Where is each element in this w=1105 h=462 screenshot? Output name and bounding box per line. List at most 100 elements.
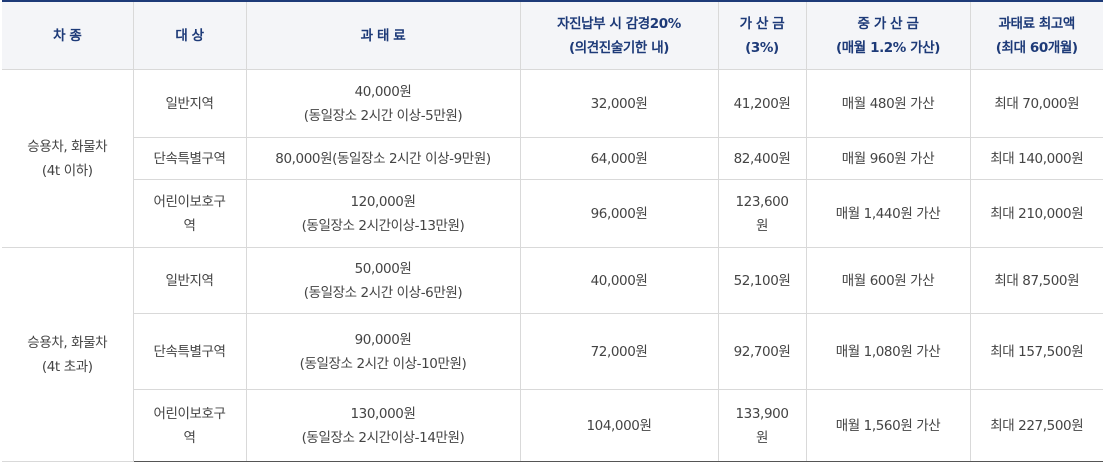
cell-text: 단속특별구역 [153,343,226,360]
header-row: 차 종 대 상 과 태 료 자진납부 시 감경20% (의견진술기한 내) 가 산… [2,0,1103,70]
cell-text: (동일장소 2시간 이상-10만원) [299,355,467,372]
cell-text: 72,000원 [590,343,648,360]
cell-text: 52,100원 [733,272,791,289]
surcharge-cell: 133,900 원 [717,389,807,462]
header-text: 자진납부 시 감경20% [557,15,681,32]
header-text: 가 산 금 [739,15,785,32]
cell-text: 역 [183,217,196,234]
cell-text: 어린이보호구 [153,193,226,210]
vehicle-type-cell: 승용차, 화물차 (4t 이하) [2,69,134,248]
cell-text: 32,000원 [590,95,648,112]
cell-text: 50,000원 [354,260,412,277]
cell-text: 133,900 [735,405,789,422]
max-fine-cell: 최대 87,500원 [969,247,1103,314]
table-row: 단속특별구역 80,000원(동일장소 2시간 이상-9만원) 64,000원 … [2,137,1103,180]
table-row: 승용차, 화물차 (4t 이하) 일반지역 40,000원 (동일장소 2시간 이상… [2,69,1103,248]
discount-cell: 104,000원 [519,389,719,462]
fine-cell: 40,000원 (동일장소 2시간 이상-5만원) [245,69,521,138]
cell-text: 40,000원 [590,272,648,289]
vehicle-type-cell: 승용차, 화물차 (4t 초과) [2,247,134,462]
cell-text: 일반지역 [165,95,214,112]
cell-text: 원 [755,217,769,234]
cell-text: 123,600 [735,193,789,210]
discount-cell: 64,000원 [519,137,719,180]
surcharge-cell: 52,100원 [717,247,807,314]
cell-text: (4t 초과) [41,358,93,375]
max-fine-cell: 최대 140,000원 [969,137,1103,180]
header-fine: 과 태 료 [245,0,521,70]
cell-text: 64,000원 [590,150,648,167]
cell-text: 80,000원(동일장소 2시간 이상-9만원) [275,150,491,167]
header-target: 대 상 [132,0,247,70]
cell-text: 최대 157,500원 [990,343,1084,360]
cell-text: 어린이보호구 [153,405,226,422]
fine-cell: 120,000원 (동일장소 2시간이상-13만원) [245,179,521,248]
max-fine-cell: 최대 227,500원 [969,389,1103,462]
cell-text: 최대 210,000원 [990,205,1084,222]
cell-text: (4t 이하) [41,162,93,179]
cell-text: 매월 480원 가산 [841,95,935,112]
target-cell: 일반지역 [132,247,247,314]
heavy-surcharge-cell: 매월 1,440원 가산 [805,179,971,248]
cell-text: 매월 1,440원 가산 [835,205,941,222]
discount-cell: 32,000원 [519,69,719,138]
max-fine-cell: 최대 157,500원 [969,313,1103,390]
cell-text: 승용차, 화물차 [27,138,108,155]
cell-text: (동일장소 2시간이상-14만원) [301,429,465,446]
surcharge-cell: 82,400원 [717,137,807,180]
cell-text: 92,700원 [733,343,791,360]
cell-text: 승용차, 화물차 [27,334,108,351]
cell-text: 최대 70,000원 [994,95,1080,112]
cell-text: 매월 1,080원 가산 [835,343,941,360]
heavy-surcharge-cell: 매월 1,560원 가산 [805,389,971,462]
cell-text: 최대 227,500원 [990,417,1084,434]
cell-text: (동일장소 2시간 이상-5만원) [303,107,463,124]
cell-text: 104,000원 [586,417,652,434]
target-cell: 단속특별구역 [133,313,247,390]
heavy-surcharge-cell: 매월 960원 가산 [805,137,971,180]
header-max-fine: 과태료 최고액 (최대 60개월) [969,0,1103,70]
header-text: 과 태 료 [360,27,406,44]
cell-text: 최대 140,000원 [990,150,1084,167]
header-text: 과태료 최고액 [998,15,1076,32]
cell-text: 41,200원 [733,95,791,112]
cell-text: (동일장소 2시간 이상-6만원) [303,284,463,301]
header-vehicle-type: 차 종 [2,0,134,70]
header-voluntary-payment: 자진납부 시 감경20% (의견진술기한 내) [519,0,719,70]
cell-text: 82,400원 [733,150,791,167]
cell-text: 96,000원 [590,205,648,222]
cell-text: 매월 960원 가산 [841,150,935,167]
cell-text: 단속특별구역 [153,150,226,167]
cell-text: 원 [755,429,769,446]
cell-text: 40,000원 [354,83,412,100]
fine-cell: 50,000원 (동일장소 2시간 이상-6만원) [245,247,521,314]
table-row: 승용차, 화물차 (4t 초과) 일반지역 50,000원 (동일장소 2시간 이상… [2,247,1103,462]
fine-cell: 90,000원 (동일장소 2시간 이상-10만원) [245,313,521,390]
cell-text: 120,000원 [350,193,416,210]
surcharge-cell: 92,700원 [717,313,807,390]
heavy-surcharge-cell: 매월 600원 가산 [805,247,971,314]
cell-text: 역 [183,429,196,446]
header-heavy-surcharge: 중 가 산 금 (매월 1.2% 가산) [805,0,971,70]
cell-text: 일반지역 [165,272,214,289]
header-text: 대 상 [175,27,204,44]
cell-text: 매월 600원 가산 [841,272,935,289]
table-row: 어린이보호구 역 130,000원 (동일장소 2시간이상-14만원) 104,00… [2,389,1103,462]
surcharge-cell: 41,200원 [717,69,807,138]
cell-text: 90,000원 [354,331,412,348]
max-fine-cell: 최대 210,000원 [969,179,1103,248]
header-text: 중 가 산 금 [857,15,919,32]
heavy-surcharge-cell: 매월 1,080원 가산 [805,313,971,390]
table-row: 단속특별구역 90,000원 (동일장소 2시간 이상-10만원) 72,000원… [2,313,1103,390]
cell-text: 최대 87,500원 [994,272,1080,289]
discount-cell: 96,000원 [519,179,719,248]
cell-text: 매월 1,560원 가산 [835,417,941,434]
header-text: 차 종 [53,27,82,44]
discount-cell: 40,000원 [519,247,719,314]
surcharge-cell: 123,600 원 [717,179,807,248]
header-subtext: (의견진술기한 내) [569,39,669,56]
